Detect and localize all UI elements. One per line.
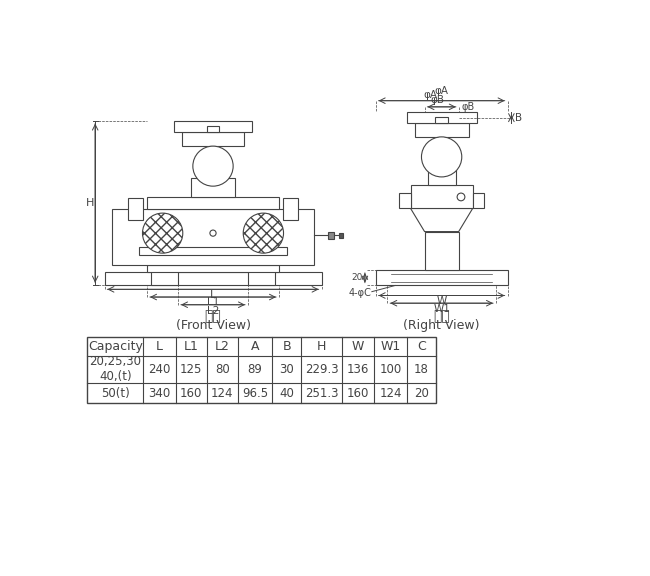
Text: W: W [352, 340, 364, 353]
Text: 40: 40 [280, 387, 294, 400]
Text: 96.5: 96.5 [242, 387, 268, 400]
Text: 右视: 右视 [434, 309, 450, 323]
Text: 4-φC: 4-φC [349, 288, 372, 298]
Text: W1: W1 [433, 304, 450, 313]
Bar [207, 126, 219, 132]
Bar [473, 193, 484, 209]
Text: Capacity: Capacity [88, 340, 143, 353]
Text: 229.3: 229.3 [305, 363, 338, 376]
Circle shape [193, 146, 233, 186]
Text: H: H [86, 198, 94, 208]
Bar [339, 233, 343, 238]
Text: 124: 124 [379, 387, 402, 400]
Text: A: A [251, 340, 259, 353]
Text: 89: 89 [248, 363, 263, 376]
Text: L: L [210, 290, 216, 300]
Text: L1: L1 [207, 297, 219, 308]
Bar [151, 263, 178, 286]
Text: 主视: 主视 [205, 309, 222, 323]
Text: L: L [156, 340, 163, 353]
Circle shape [457, 193, 465, 201]
Bar [88, 337, 436, 403]
Text: (Right View): (Right View) [404, 319, 480, 332]
Text: C: C [417, 340, 426, 353]
Text: L1: L1 [184, 340, 199, 353]
Bar [415, 123, 469, 137]
Text: B: B [282, 340, 291, 353]
Text: φB: φB [462, 102, 475, 112]
Bar [283, 199, 298, 220]
Bar [191, 179, 235, 197]
Text: 30: 30 [280, 363, 294, 376]
Bar [147, 265, 279, 272]
Text: W1: W1 [380, 340, 400, 353]
Bar [328, 232, 334, 239]
Text: 80: 80 [215, 363, 229, 376]
Text: 100: 100 [380, 363, 402, 376]
Bar [376, 270, 508, 286]
Bar [105, 272, 322, 286]
Text: B: B [515, 113, 523, 123]
Bar [139, 247, 287, 255]
Text: 240: 240 [148, 363, 171, 376]
Text: 160: 160 [346, 387, 369, 400]
Text: 20,25,30
40,(t): 20,25,30 40,(t) [89, 355, 141, 384]
Bar [407, 112, 476, 123]
Bar [128, 199, 143, 220]
Polygon shape [411, 209, 473, 232]
Text: 125: 125 [180, 363, 203, 376]
Text: H: H [317, 340, 326, 353]
Circle shape [421, 137, 461, 177]
Text: W: W [437, 296, 447, 306]
Text: 18: 18 [414, 363, 429, 376]
Bar [411, 185, 473, 209]
Bar [436, 117, 448, 123]
Text: 20: 20 [351, 273, 363, 282]
Circle shape [142, 213, 183, 253]
Text: 124: 124 [211, 387, 233, 400]
Text: (Front View): (Front View) [176, 319, 250, 332]
Text: 251.3: 251.3 [305, 387, 338, 400]
Text: 160: 160 [180, 387, 203, 400]
Bar [424, 232, 459, 270]
Bar [147, 197, 279, 209]
Bar [182, 132, 244, 146]
Text: 50(t): 50(t) [101, 387, 130, 400]
Text: φB: φB [431, 95, 445, 105]
Circle shape [210, 230, 216, 236]
Bar [174, 121, 252, 132]
Text: 136: 136 [346, 363, 369, 376]
Bar [399, 193, 411, 209]
Text: 20: 20 [414, 387, 429, 400]
Bar [248, 263, 275, 286]
Text: φA: φA [435, 86, 448, 96]
Text: 340: 340 [148, 387, 171, 400]
Bar [112, 209, 314, 265]
Text: L2: L2 [207, 306, 219, 316]
Text: φA: φA [423, 89, 437, 100]
Text: L2: L2 [215, 340, 229, 353]
Bar [428, 170, 456, 185]
Circle shape [243, 213, 283, 253]
